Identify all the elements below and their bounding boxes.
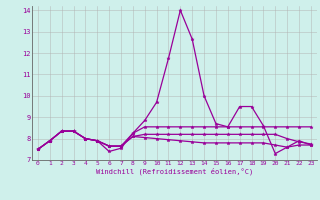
X-axis label: Windchill (Refroidissement éolien,°C): Windchill (Refroidissement éolien,°C)	[96, 168, 253, 175]
